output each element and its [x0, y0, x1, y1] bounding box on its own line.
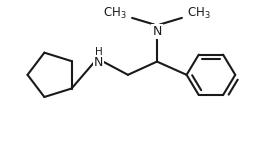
Text: CH$_3$: CH$_3$ — [103, 6, 126, 21]
Text: H: H — [95, 47, 103, 57]
Text: N: N — [94, 56, 104, 69]
Text: CH$_3$: CH$_3$ — [187, 6, 211, 21]
Text: N: N — [152, 25, 162, 38]
